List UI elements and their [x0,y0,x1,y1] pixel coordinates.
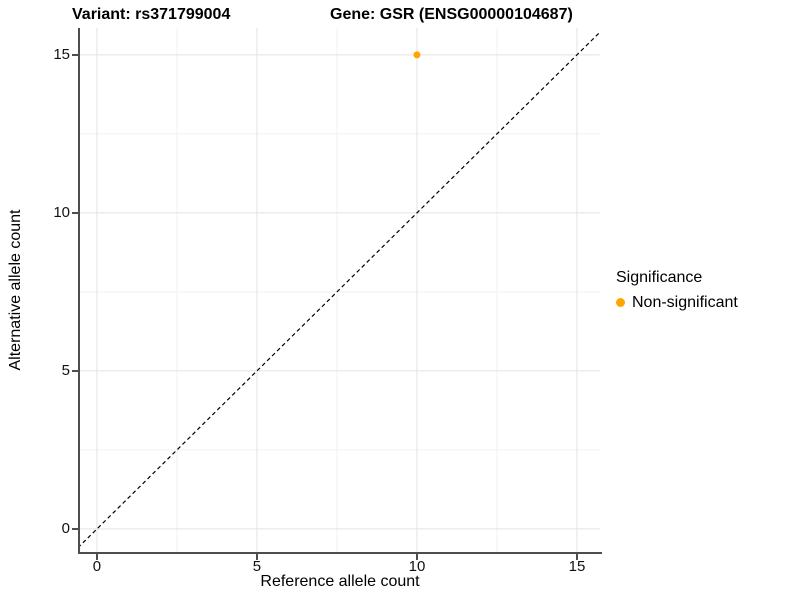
y-tick-mark [72,53,78,56]
x-axis-title: Reference allele count [260,573,420,590]
y-tick-label: 15 [53,45,70,63]
x-tick-label: 15 [568,558,586,575]
y-tick-label: 10 [53,203,70,221]
x-tick-label: 5 [252,558,262,575]
legend-item-label: Non-significant [632,293,738,311]
legend-items: Non-significant [616,293,738,312]
legend-title: Significance [616,269,703,286]
data-point [413,51,421,59]
plot-panel [80,28,600,552]
plot-area-svg [80,28,600,552]
y-axis-line [78,28,80,554]
x-tick-mark [575,554,578,560]
plot-title-variant: Variant: rs371799004 [72,6,231,23]
y-tick-mark [72,527,78,530]
x-tick-label: 10 [408,558,426,575]
y-tick-label: 0 [61,519,70,537]
y-tick-mark [72,211,78,214]
legend-key-dot-icon [616,298,625,307]
x-tick-mark [95,554,98,560]
y-tick-mark [72,369,78,372]
x-tick-label: 0 [92,558,102,575]
x-tick-mark [415,554,418,560]
legend: Significance Non-significant [616,269,738,312]
x-axis-line [78,552,602,554]
y-tick-label: 5 [61,361,70,379]
identity-dashed-line [80,31,600,547]
y-axis-title: Alternative allele count [7,209,24,371]
legend-item: Non-significant [616,293,738,312]
plot-title-gene: Gene: GSR (ENSG00000104687) [330,6,573,23]
x-tick-mark [255,554,258,560]
